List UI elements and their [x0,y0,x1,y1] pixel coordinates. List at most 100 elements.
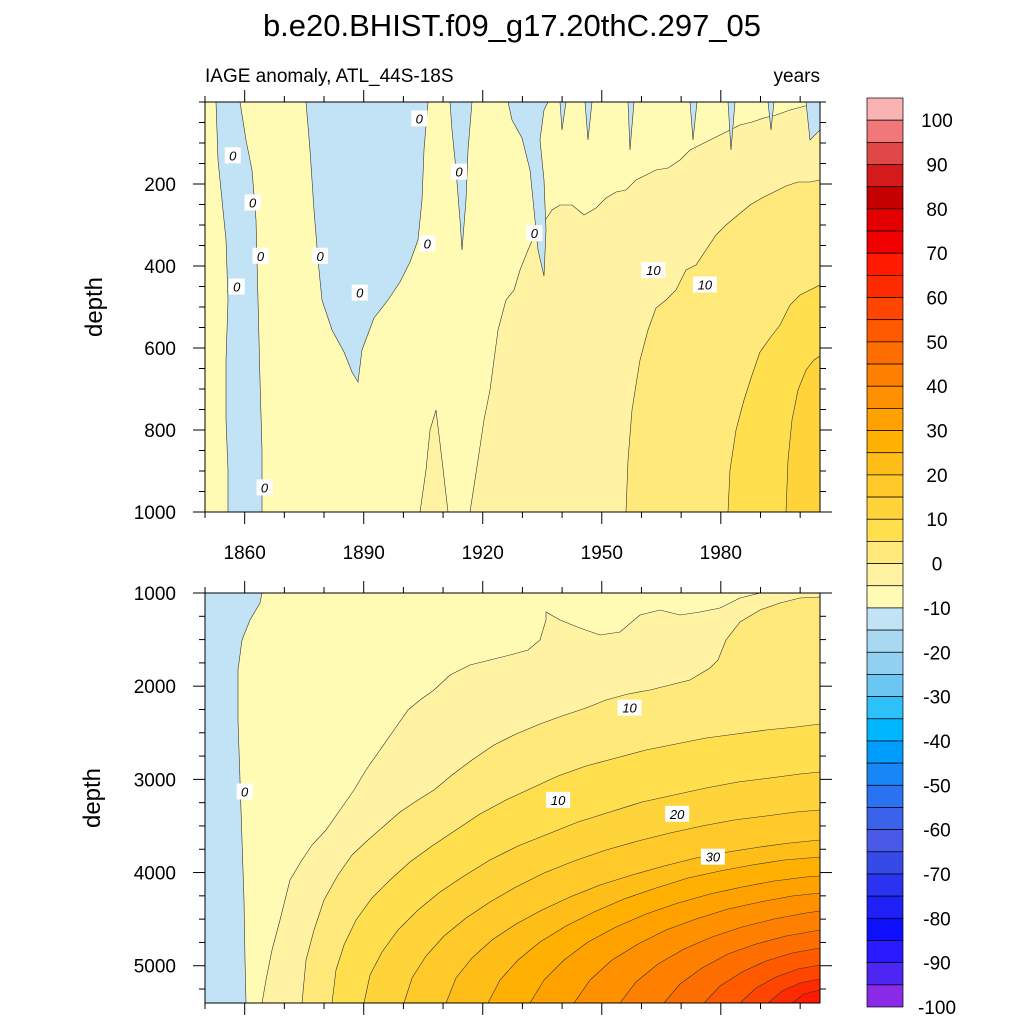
colorbar-label: -20 [923,643,950,664]
upper-contour-label: 0 [356,286,364,301]
lower-contour-label: 30 [706,850,721,865]
colorbar-swatch [866,895,904,919]
lower-contour-label-box [665,805,690,822]
lower-contour-label-box [546,791,571,808]
upper-contour-label-box [450,163,467,180]
lower-contour-label-box [700,848,725,865]
lower-contour-label-box [617,699,642,716]
colorbar-swatch [866,674,904,697]
lower-contour-label: 20 [669,807,685,822]
colorbar-label: 10 [926,510,947,531]
upper-y-tick-label: 200 [144,175,176,196]
colorbar-label: -30 [923,688,950,709]
colorbar-swatch [866,164,904,188]
colorbar-labels: 1009080706050403020100-10-20-30-40-50-60… [918,111,956,1019]
colorbar-swatch [866,341,904,365]
colorbar-swatch [866,940,904,964]
colorbar-swatch [866,408,904,431]
lower-y-tick-label: 1000 [134,584,176,605]
chart-subtitle-right: years [774,66,820,87]
colorbar-swatch [866,141,904,165]
lower-y-tick-label: 2000 [134,677,176,698]
colorbar-swatch [866,629,904,653]
upper-contour-label-box [419,235,436,252]
upper-contour-label: 0 [455,165,463,180]
upper-contour-label-box [256,479,273,496]
lower-y-tick-label: 3000 [134,770,176,791]
colorbar-swatch [866,851,904,875]
lower-region-negative [205,593,263,1003]
colorbar-swatch [866,607,904,631]
colorbar-swatch [866,186,904,210]
upper-contour-label: 0 [249,195,257,210]
colorbar-swatch [866,873,904,897]
lower-ylabel: depth [79,768,106,828]
colorbar-label: -50 [923,776,950,797]
colorbar-label: -40 [923,732,950,753]
lower-contour-label-box [236,783,253,800]
colorbar-label: 40 [926,377,947,398]
upper-contour-label: 0 [424,236,432,251]
upper-contour-labels: 0 0 0 0 0 0 0 0 0 0 0 10 10 [224,110,717,496]
upper-region-20-25 [785,355,820,512]
lower-contour-label: 10 [551,793,566,808]
upper-x-tick-label: 1920 [462,543,504,564]
upper-contour-label: 0 [416,111,424,126]
colorbar-swatch [866,474,904,498]
colorbar-swatch [866,917,904,941]
colorbar-swatch [866,297,904,321]
colorbar-swatch [866,430,904,454]
upper-contour-label-box [228,278,245,295]
upper-region-negative-e [559,102,820,151]
colorbar-swatch [866,718,904,742]
colorbar-swatch [866,651,904,675]
upper-panel [205,102,820,512]
colorbar-swatch [866,208,904,232]
colorbar-label: -70 [923,865,950,886]
upper-ylabel: depth [81,277,108,337]
colorbar-label: -10 [923,599,950,620]
upper-contour-label-box [641,262,666,279]
upper-contour-label: 0 [229,148,237,163]
colorbar-swatch [866,984,904,1008]
upper-y-tick-label: 800 [144,421,176,442]
upper-contour-label-box [411,110,428,127]
upper-contour-label: 0 [316,249,324,264]
lower-panel-frame [204,592,821,1004]
upper-contour-label-box [312,247,329,264]
lower-region-75-80 [791,989,820,1003]
upper-y-tick-label: 400 [144,257,176,278]
colorbar-label: -80 [923,909,950,930]
colorbar-swatch [866,962,904,986]
chart-title: b.e20.BHIST.f09_g17.20thC.297_05 [263,8,761,43]
colorbar-label: 50 [926,333,947,354]
upper-contour-label-box [244,194,261,211]
colorbar-swatch [866,518,904,542]
upper-contour-label: 0 [233,280,241,295]
chart-subtitle-left: IAGE anomaly, ATL_44S-18S [205,66,454,87]
upper-contour-label: 10 [646,263,661,278]
colorbar-swatch [866,97,904,121]
lower-contour-labels: 0 10 10 20 30 [236,699,725,865]
colorbar-swatch [866,541,904,564]
upper-y-tick-label: 1000 [134,503,176,524]
colorbar-swatch [866,696,904,720]
upper-contour-label-box [224,147,241,164]
upper-contour-label-box [526,225,543,242]
upper-contour-label: 0 [257,249,265,264]
colorbar-swatch [866,275,904,298]
colorbar-swatch [866,762,904,786]
upper-x-tick-label: 1980 [700,543,742,564]
colorbar-swatch [866,452,904,476]
colorbar-swatch [866,230,904,254]
colorbar-label: -60 [923,821,950,842]
colorbar-label: -90 [923,954,950,975]
colorbar-swatch [866,740,904,764]
upper-contour-label: 0 [531,226,539,241]
upper-x-tick-label: 1950 [581,543,623,564]
upper-x-tick-label: 1890 [343,543,385,564]
colorbar-swatch [866,585,904,609]
colorbar-label: 100 [921,111,953,132]
